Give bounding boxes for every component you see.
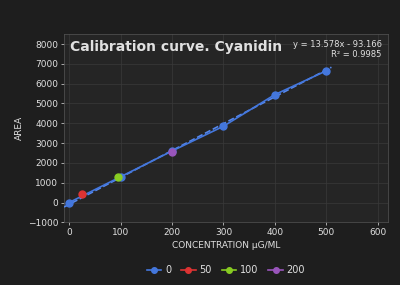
X-axis label: CONCENTRATION µG/ML: CONCENTRATION µG/ML [172,241,280,250]
Line: 0: 0 [66,67,330,206]
0 [324,69,329,73]
0 [118,175,123,178]
0 [67,201,72,204]
Text: Calibration curve. Cyanidin: Calibration curve. Cyanidin [70,40,283,54]
Legend: 0, 50, 100, 200: 0, 50, 100, 200 [143,261,309,279]
0 [221,125,226,128]
Text: y = 13.578x - 93.166
R² = 0.9985: y = 13.578x - 93.166 R² = 0.9985 [292,40,382,59]
0 [170,149,174,153]
Y-axis label: AREA: AREA [15,116,24,140]
0 [272,93,277,96]
